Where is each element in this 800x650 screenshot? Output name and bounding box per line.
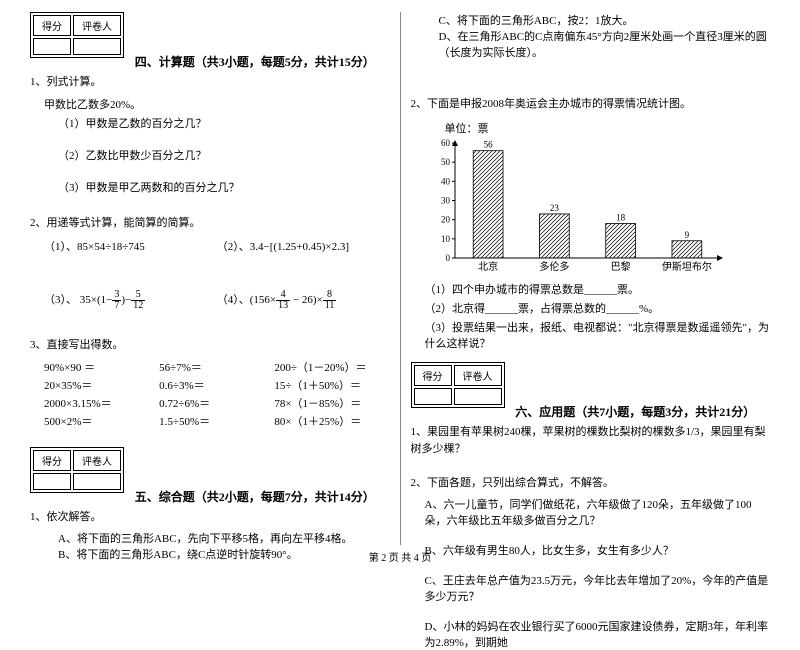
svg-text:40: 40 — [441, 176, 451, 186]
q4-2-a: （1）、85×54÷18÷745 — [44, 238, 217, 254]
score-label-3: 得分 — [414, 365, 452, 386]
dc-3-2: 80×（1＋25%）＝ — [274, 413, 389, 429]
score-box-2: 得分 评卷人 — [30, 447, 124, 493]
svg-text:30: 30 — [441, 195, 451, 205]
q4-1-a: （1）甲数是乙数的百分之几？ — [58, 115, 390, 131]
grader-cell — [73, 38, 121, 55]
q5-2-a: （1）四个申办城市的得票总数是______票。 — [425, 281, 771, 297]
svg-text:10: 10 — [441, 233, 451, 243]
q4-2-c-mid: )− — [121, 294, 131, 306]
q4-2-d: （4）、(156×413 − 26)×811 — [217, 290, 390, 311]
score-box-3: 得分 评卷人 — [411, 362, 505, 408]
score-label-2: 得分 — [33, 450, 71, 471]
q5-1-d: D、在三角形ABC的C点南偏东45°方向2厘米处画一个直径3厘米的圆（长度为实际… — [439, 28, 771, 60]
q4-3-stem: 3、直接写出得数。 — [30, 337, 390, 355]
section5-title: 五、综合题（共2小题，每题7分，共计14分） — [135, 488, 375, 505]
grader-label-2: 评卷人 — [73, 450, 121, 471]
dc-1-1: 0.6÷3%＝ — [159, 377, 274, 393]
frac-4-13: 413 — [276, 290, 290, 311]
q6-2-d: D、小林的妈妈在农业银行买了6000元国家建设债券，定期3年，年利率为2.89%… — [425, 618, 771, 650]
q5-2-b: （2）北京得______票，占得票总数的______%。 — [425, 300, 771, 316]
q6-2-stem: 2、下面各题，只列出综合算式，不解答。 — [411, 475, 771, 493]
svg-text:巴黎: 巴黎 — [610, 260, 630, 273]
frac-5-12: 512 — [131, 290, 145, 311]
q4-2-row2: （3）、 35×(1−37)−512 （4）、(156×413 − 26)×81… — [44, 290, 390, 311]
page-container: 得分 评卷人 四、计算题（共3小题，每题5分，共计15分） 1、列式计算。 甲数… — [0, 0, 800, 545]
svg-text:60: 60 — [441, 138, 451, 148]
svg-text:18: 18 — [616, 212, 626, 222]
q5-2-stem: 2、下面是申报2008年奥运会主办城市的得票情况统计图。 — [411, 96, 771, 114]
direct-calc-grid: 90%×90 ＝56÷7%＝200÷（1－20%）＝ 20×35%＝0.6÷3%… — [44, 359, 390, 429]
svg-text:23: 23 — [549, 203, 559, 213]
dc-2-0: 2000×3.15%＝ — [44, 395, 159, 411]
q4-2-d-pre: （4）、(156× — [217, 294, 276, 306]
q4-2-b: （2）、3.4−[(1.25+0.45)×2.3] — [217, 238, 390, 254]
dc-2-1: 0.72÷6%＝ — [159, 395, 274, 411]
q6-1: 1、果园里有苹果树240棵，苹果树的棵数比梨树的棵数多1/3，果园里有梨树多少棵… — [411, 424, 771, 459]
frac-8-11: 811 — [323, 290, 337, 311]
dc-3-1: 1.5÷50%＝ — [159, 413, 274, 429]
q4-2-c-pre: （3）、 35×(1− — [44, 294, 112, 306]
q4-2-stem: 2、用递等式计算，能简算的简算。 — [30, 215, 390, 233]
dc-0-0: 90%×90 ＝ — [44, 359, 159, 375]
svg-text:9: 9 — [684, 229, 689, 239]
right-column: C、将下面的三角形ABC，按2：1放大。 D、在三角形ABC的C点南偏东45°方… — [401, 12, 781, 545]
svg-text:伊斯坦布尔: 伊斯坦布尔 — [661, 260, 711, 273]
q5-1-b: B、将下面的三角形ABC，绕C点逆时针旋转90°。 — [58, 546, 390, 562]
dc-0-1: 56÷7%＝ — [159, 359, 274, 375]
dc-3-0: 500×2%＝ — [44, 413, 159, 429]
q5-2-c: （3）投票结果一出来，报纸、电视都说："北京得票是数遥遥领先"，为什么这样说？ — [425, 319, 771, 351]
left-column: 得分 评卷人 四、计算题（共3小题，每题5分，共计15分） 1、列式计算。 甲数… — [20, 12, 401, 545]
svg-text:50: 50 — [441, 157, 451, 167]
grader-label-3: 评卷人 — [454, 365, 502, 386]
q4-1-line1: 甲数比乙数多20%。 — [44, 96, 390, 112]
bar-chart-svg: 0 10 20 30 40 50 60 56 北京 23 多伦多 18 巴黎 9 伊斯坦布尔 — [425, 138, 725, 278]
q6-2-a: A、六一儿童节，同学们做纸花，六年级做了120朵，五年级做了100朵，六年级比五… — [425, 496, 771, 528]
svg-text:多伦多: 多伦多 — [539, 260, 569, 273]
q6-2-b: B、六年级有男生80人，比女生多，女生有多少人？ — [425, 542, 771, 558]
svg-text:0: 0 — [445, 253, 450, 263]
svg-text:20: 20 — [441, 214, 451, 224]
dc-1-2: 15÷（1＋50%）＝ — [274, 377, 389, 393]
frac-3-7: 37 — [112, 290, 121, 311]
q4-1-c: （3）甲数是甲乙两数和的百分之几？ — [58, 179, 390, 195]
score-cell — [33, 38, 71, 55]
q4-1-stem: 1、列式计算。 — [30, 74, 390, 92]
section4-title: 四、计算题（共3小题，每题5分，共计15分） — [135, 53, 375, 70]
q4-1-b: （2）乙数比甲数少百分之几？ — [58, 147, 390, 163]
q4-2-c: （3）、 35×(1−37)−512 — [44, 290, 217, 311]
q4-2-row1: （1）、85×54÷18÷745 （2）、3.4−[(1.25+0.45)×2.… — [44, 238, 390, 254]
section6-title: 六、应用题（共7小题，每题3分，共计21分） — [515, 403, 755, 420]
chart-unit: 单位：票 — [445, 120, 725, 136]
score-box: 得分 评卷人 — [30, 12, 124, 58]
svg-text:北京: 北京 — [478, 260, 498, 273]
q5-1-a: A、将下面的三角形ABC，先向下平移5格，再向左平移4格。 — [58, 530, 390, 546]
dc-1-0: 20×35%＝ — [44, 377, 159, 393]
q4-2-d-mid: − 26)× — [290, 294, 323, 306]
dc-2-2: 78×（1－85%）＝ — [274, 395, 389, 411]
dc-0-2: 200÷（1－20%）＝ — [274, 359, 389, 375]
score-label: 得分 — [33, 15, 71, 36]
q5-1-stem: 1、依次解答。 — [30, 509, 390, 527]
grader-label: 评卷人 — [73, 15, 121, 36]
q5-1-c: C、将下面的三角形ABC，按2：1放大。 — [439, 12, 771, 28]
q6-2-c: C、王庄去年总产值为23.5万元，今年比去年增加了20%，今年的产值是多少万元？ — [425, 572, 771, 604]
svg-text:56: 56 — [483, 139, 493, 149]
bar-chart: 单位：票 0 10 20 30 40 50 60 56 北京 23 多伦多 18 巴黎 9 伊斯坦布尔 — [425, 120, 725, 275]
